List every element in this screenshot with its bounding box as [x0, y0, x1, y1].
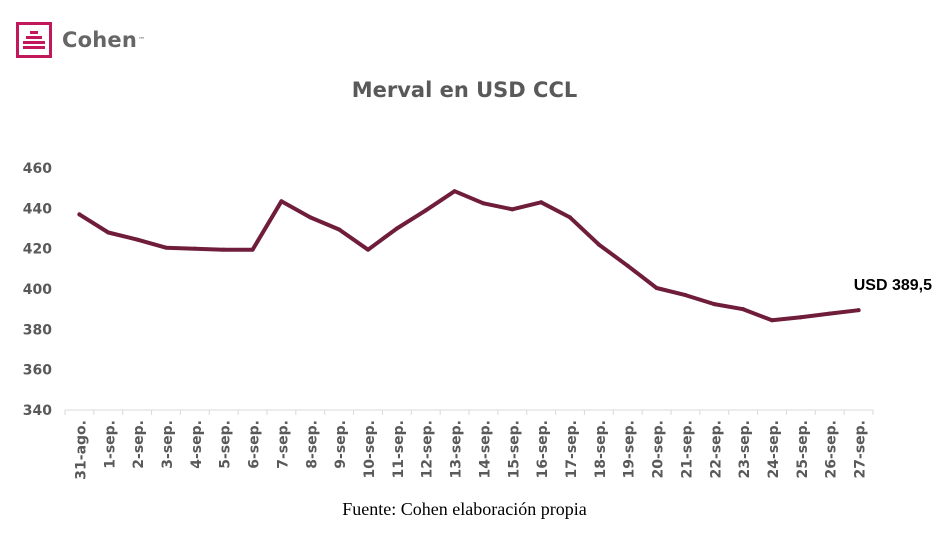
data-point	[135, 237, 140, 242]
x-tick-label: 5-sep.	[218, 420, 234, 469]
x-tick-label: 3-sep.	[160, 420, 176, 469]
x-tick-label: 17-sep.	[564, 420, 580, 478]
x-tick-label: 6-sep.	[247, 420, 263, 469]
data-point	[423, 208, 428, 213]
data-point	[394, 226, 399, 231]
x-tick-label: 19-sep.	[622, 420, 638, 478]
data-point	[337, 227, 342, 232]
chart-title: Merval en USD CCL	[351, 78, 578, 102]
brand-trademark: ™	[137, 36, 145, 44]
data-point	[366, 247, 370, 252]
series-line	[77, 189, 861, 323]
x-tick-label: 4-sep.	[189, 420, 205, 469]
x-tick-label: 16-sep.	[535, 420, 551, 478]
x-tick-label: 31-ago.	[73, 420, 89, 480]
x-tick-label: 10-sep.	[362, 420, 378, 478]
data-point	[827, 311, 832, 316]
data-point	[308, 215, 313, 220]
y-tick-label: 420	[23, 242, 52, 258]
x-tick-label: 12-sep.	[420, 420, 436, 478]
data-point	[452, 189, 457, 194]
data-point	[539, 200, 544, 205]
y-tick-label: 360	[23, 363, 52, 379]
data-point	[798, 315, 803, 320]
x-tick-label: 24-sep.	[766, 420, 782, 478]
data-label: USD 389,5	[854, 277, 932, 294]
data-point	[164, 245, 168, 250]
brand-logo: Cohen ™	[16, 22, 145, 58]
data-point	[77, 212, 82, 217]
y-tick-label: 380	[23, 322, 52, 338]
y-tick-label: 400	[23, 282, 52, 298]
x-tick-label: 20-sep.	[651, 420, 667, 478]
data-point	[856, 308, 861, 313]
brand-name: Cohen	[62, 28, 137, 52]
data-point	[596, 242, 601, 247]
x-tick-label: 11-sep.	[391, 420, 407, 478]
x-tick-label: 2-sep.	[131, 420, 147, 469]
x-tick-label: 7-sep.	[275, 420, 291, 469]
x-tick-label: 8-sep.	[304, 420, 320, 469]
bank-building-icon	[16, 22, 52, 58]
data-point	[510, 207, 515, 212]
x-tick-label: 18-sep.	[593, 420, 609, 478]
data-point	[770, 318, 774, 323]
x-tick-label: 22-sep.	[708, 420, 724, 478]
data-point	[741, 307, 746, 312]
data-point	[654, 285, 659, 290]
x-tick-label: 15-sep.	[506, 420, 522, 478]
x-tick-label: 1-sep.	[102, 420, 118, 469]
source-note: Fuente: Cohen elaboración propia	[342, 499, 587, 519]
data-point	[568, 215, 572, 220]
data-point	[192, 246, 197, 251]
x-tick-label: 26-sep.	[824, 420, 840, 478]
data-point	[221, 247, 226, 252]
x-tick-label: 13-sep.	[449, 420, 465, 478]
data-point	[683, 293, 688, 298]
data-point	[250, 247, 255, 252]
data-point	[712, 302, 717, 307]
x-tick-label: 27-sep.	[853, 420, 869, 478]
x-tick-label: 21-sep.	[679, 420, 695, 478]
x-tick-label: 14-sep.	[477, 420, 493, 478]
y-tick-label: 340	[23, 403, 52, 419]
x-tick-label: 25-sep.	[795, 420, 811, 478]
data-point	[625, 263, 630, 268]
data-point	[481, 201, 486, 206]
data-point	[279, 199, 284, 204]
x-tick-label: 23-sep.	[737, 420, 753, 478]
y-tick-label: 460	[23, 161, 52, 177]
x-tick-label: 9-sep.	[333, 420, 349, 469]
data-point	[106, 230, 111, 235]
y-tick-label: 440	[23, 201, 52, 217]
